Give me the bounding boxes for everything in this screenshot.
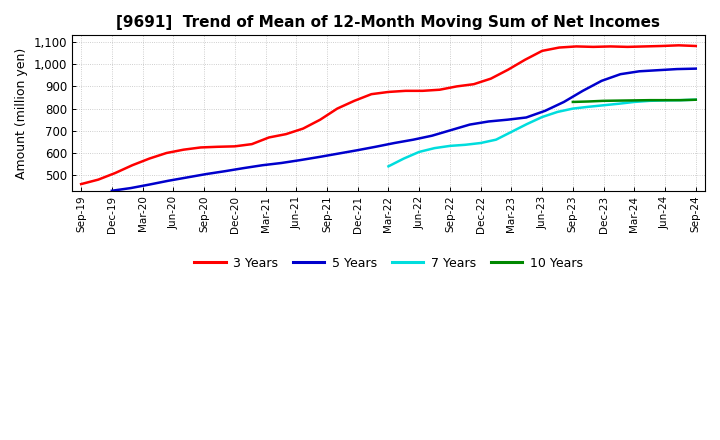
Legend: 3 Years, 5 Years, 7 Years, 10 Years: 3 Years, 5 Years, 7 Years, 10 Years bbox=[189, 252, 588, 275]
Title: [9691]  Trend of Mean of 12-Month Moving Sum of Net Incomes: [9691] Trend of Mean of 12-Month Moving … bbox=[117, 15, 660, 30]
Y-axis label: Amount (million yen): Amount (million yen) bbox=[15, 48, 28, 179]
